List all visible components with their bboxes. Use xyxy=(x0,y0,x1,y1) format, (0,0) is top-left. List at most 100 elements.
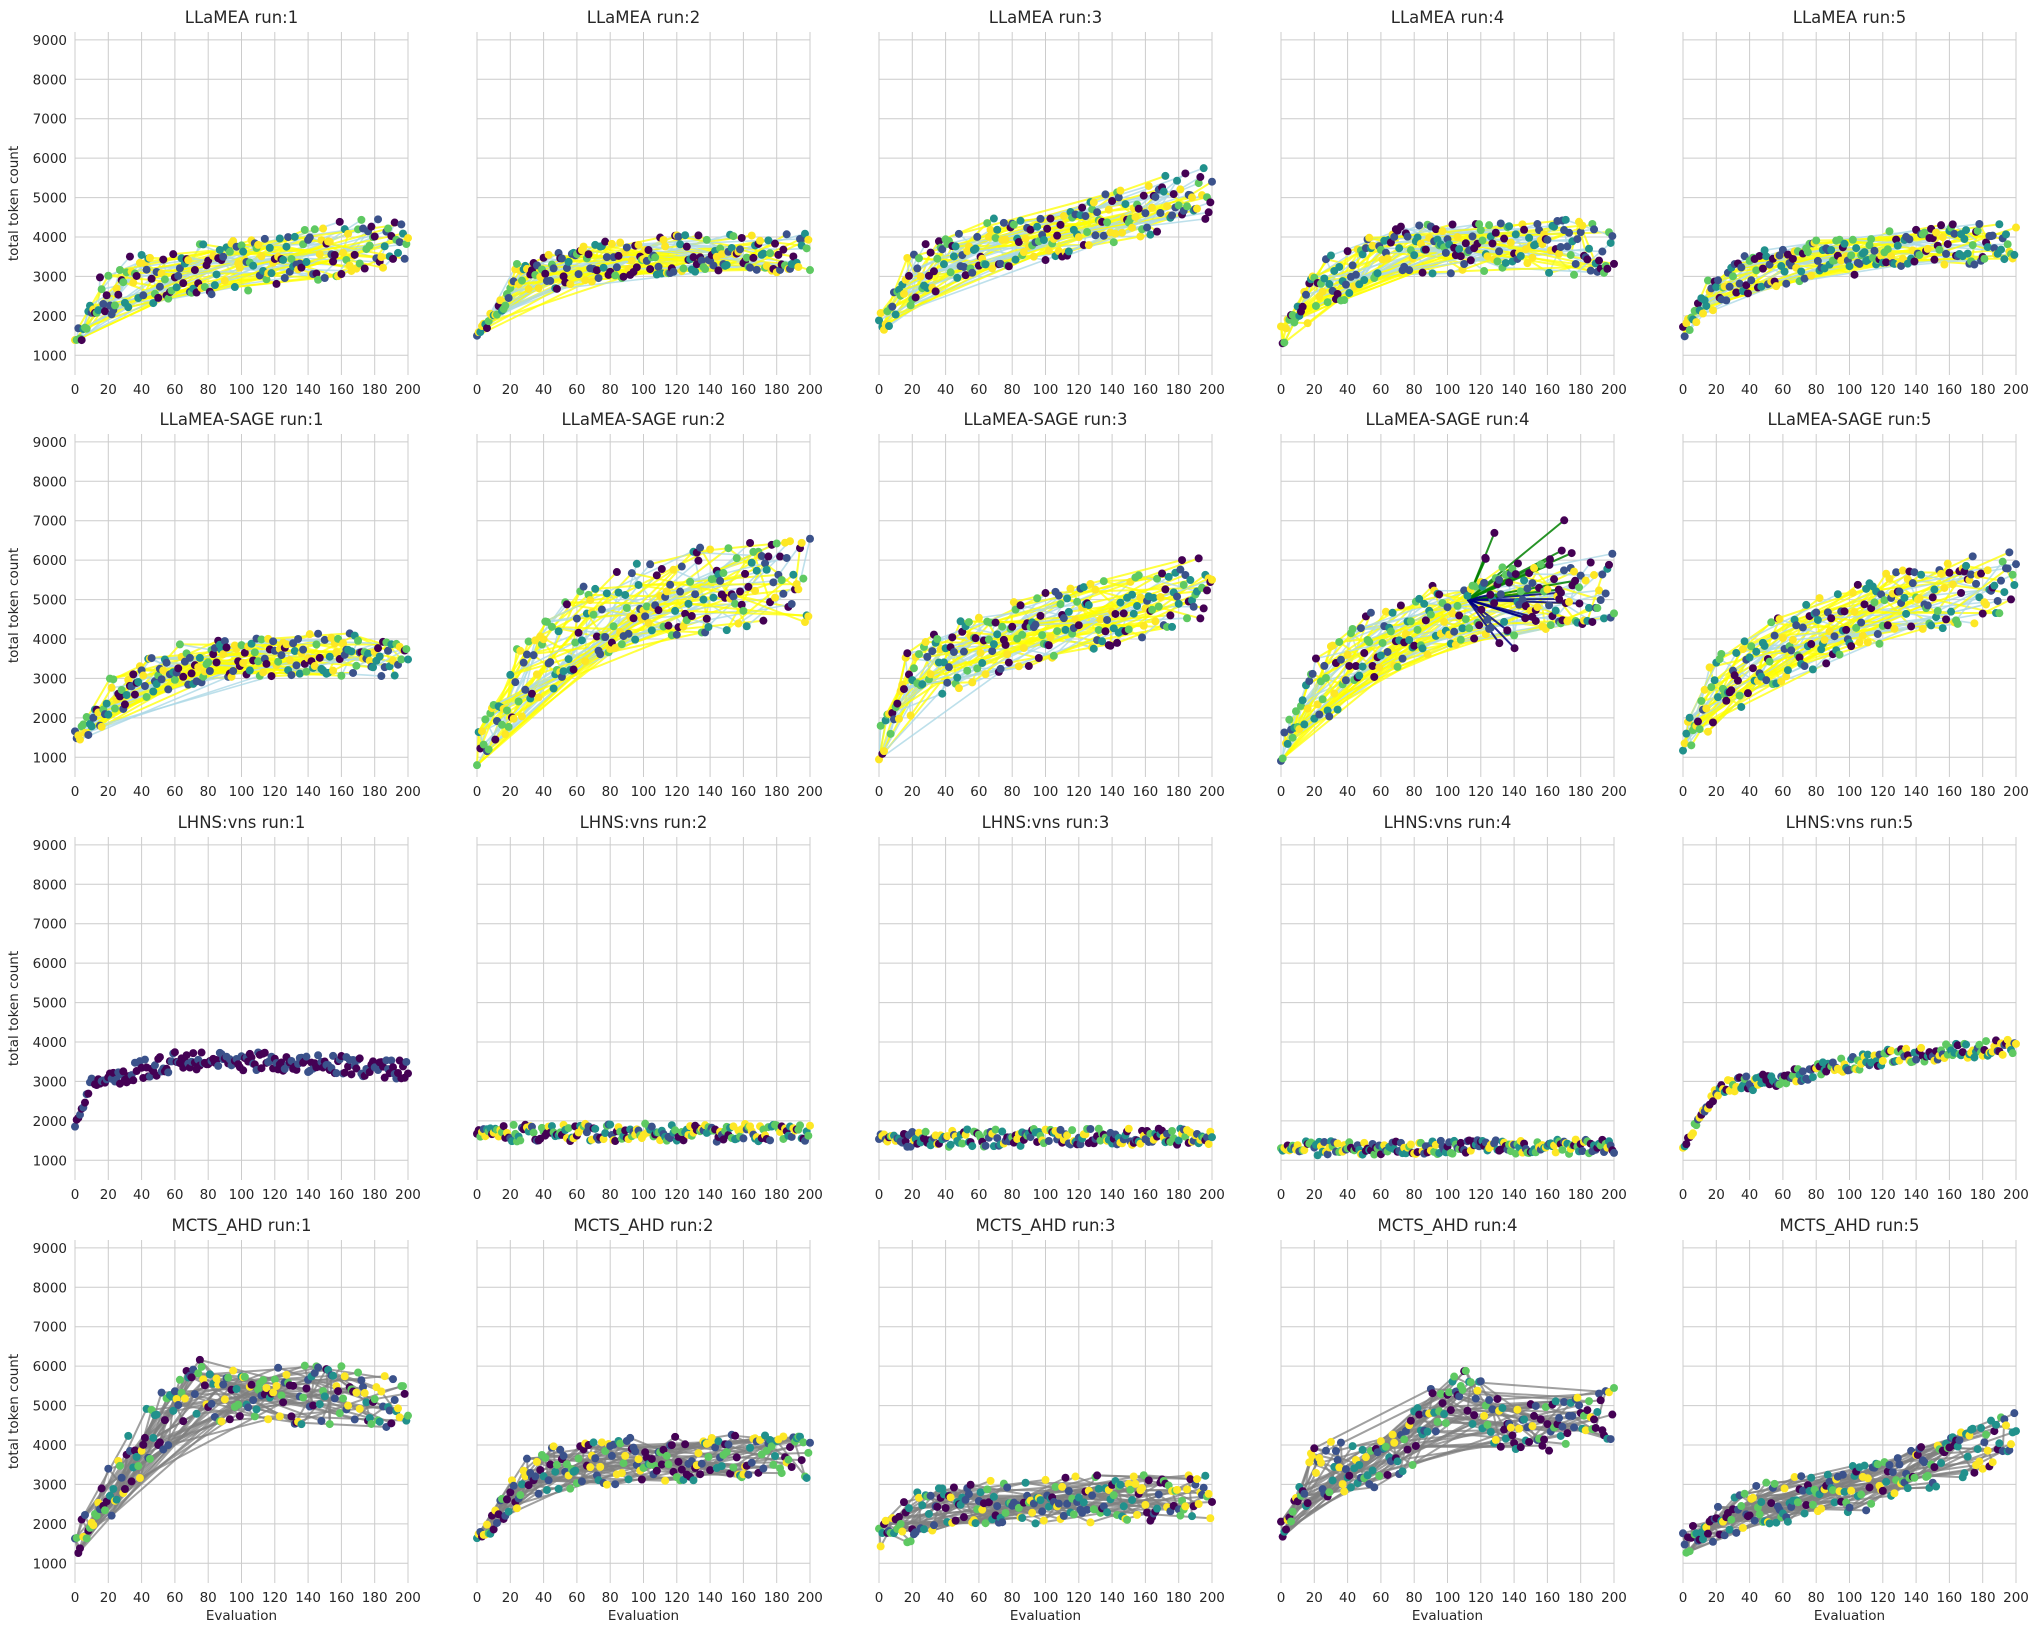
parent-link xyxy=(1073,196,1208,231)
data-point xyxy=(1320,274,1329,283)
data-point xyxy=(84,1089,93,1098)
data-point xyxy=(1857,618,1866,627)
data-point xyxy=(1945,568,1954,577)
data-point xyxy=(566,280,575,289)
data-point xyxy=(534,284,543,293)
data-point xyxy=(1481,553,1490,562)
data-point xyxy=(1418,268,1427,277)
data-point xyxy=(1797,267,1806,276)
data-point xyxy=(1808,665,1817,674)
data-point xyxy=(257,252,266,261)
data-point xyxy=(564,655,573,664)
data-point xyxy=(122,691,131,700)
data-point xyxy=(1003,650,1012,659)
data-point xyxy=(587,277,596,286)
data-point xyxy=(934,237,943,246)
data-point xyxy=(1004,658,1013,667)
data-point xyxy=(1707,683,1716,692)
data-point xyxy=(1138,633,1147,642)
data-point xyxy=(194,663,203,672)
data-point xyxy=(971,244,980,253)
data-point xyxy=(305,630,314,639)
data-point xyxy=(1947,607,1956,616)
data-point xyxy=(672,630,681,639)
data-point xyxy=(893,699,902,708)
data-point xyxy=(339,248,348,257)
x-tick-label: 0 xyxy=(71,382,80,398)
data-point xyxy=(237,641,246,650)
data-point xyxy=(931,287,940,296)
subplot-title: LLaMEA-SAGE run:1 xyxy=(159,410,323,429)
data-point xyxy=(988,264,997,273)
data-point xyxy=(916,272,925,281)
data-point xyxy=(1280,338,1289,347)
x-tick-label: 200 xyxy=(797,382,823,398)
data-point xyxy=(686,577,695,586)
data-point xyxy=(539,635,548,644)
data-point xyxy=(509,1120,518,1129)
subplot-title: LLaMEA run:2 xyxy=(587,8,700,27)
data-point xyxy=(404,655,412,664)
parent-link xyxy=(1189,180,1213,197)
data-point xyxy=(1702,704,1711,713)
data-point xyxy=(1375,663,1384,672)
data-point xyxy=(1341,676,1350,685)
data-point xyxy=(1403,232,1412,241)
data-point xyxy=(1800,662,1809,671)
data-point xyxy=(759,249,768,258)
data-point xyxy=(1893,241,1902,250)
data-point xyxy=(404,1069,412,1078)
data-point xyxy=(1798,623,1807,632)
data-point xyxy=(1116,598,1125,607)
data-point xyxy=(1335,637,1344,646)
data-point xyxy=(759,616,768,625)
y-axis-label: total token count xyxy=(6,548,22,663)
data-point xyxy=(704,622,713,631)
data-point xyxy=(1772,282,1781,291)
data-point xyxy=(1812,236,1821,245)
data-point xyxy=(903,649,912,658)
data-point xyxy=(504,293,513,302)
data-point xyxy=(789,252,798,261)
data-point xyxy=(512,259,521,268)
data-point xyxy=(684,599,693,608)
data-point xyxy=(254,240,263,249)
data-point xyxy=(1038,631,1047,640)
data-point xyxy=(1917,570,1926,579)
parent-link xyxy=(146,268,325,279)
data-point xyxy=(1550,575,1559,584)
data-point xyxy=(1183,202,1192,211)
x-tick-label: 60 xyxy=(568,382,585,398)
data-point xyxy=(1732,648,1741,657)
data-point xyxy=(1345,289,1354,298)
data-point xyxy=(879,747,888,756)
data-point xyxy=(1166,611,1175,620)
data-point xyxy=(1968,552,1977,561)
data-point xyxy=(547,622,556,631)
data-point xyxy=(360,264,369,273)
data-point xyxy=(262,275,271,284)
data-point xyxy=(1101,190,1110,199)
x-tick-label: 180 xyxy=(1568,784,1594,800)
data-point xyxy=(514,697,523,706)
data-point xyxy=(2010,581,2019,590)
x-tick-label: 0 xyxy=(71,784,80,800)
data-point xyxy=(989,640,998,649)
data-point xyxy=(534,693,543,702)
data-point xyxy=(1486,623,1495,632)
data-point xyxy=(1788,254,1797,263)
x-tick-label: 20 xyxy=(1708,784,1725,800)
data-point xyxy=(1571,576,1580,585)
data-point xyxy=(155,1053,164,1062)
data-point xyxy=(1156,209,1165,218)
data-point xyxy=(876,309,885,318)
data-point xyxy=(1708,306,1717,315)
data-point xyxy=(481,715,490,724)
data-point xyxy=(1199,164,1208,173)
data-point xyxy=(506,670,515,679)
data-point xyxy=(702,235,711,244)
data-point xyxy=(801,229,810,238)
data-point xyxy=(1036,214,1045,223)
